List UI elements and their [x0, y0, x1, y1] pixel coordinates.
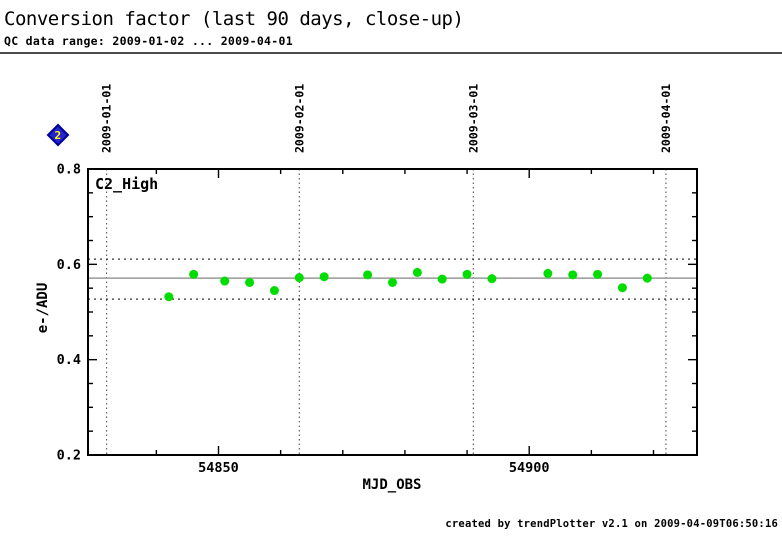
data-point: [245, 277, 255, 287]
data-point: [462, 269, 472, 279]
data-point: [388, 277, 397, 287]
y-tick-label: 0.4: [57, 352, 81, 368]
plot-frame: [87, 168, 698, 456]
header-divider: [0, 52, 782, 54]
data-point: [164, 292, 174, 302]
data-point: [294, 273, 304, 283]
credit-line: created by trendPlotter v2.1 on 2009-04-…: [445, 518, 778, 530]
y-tick-label: 0.8: [57, 162, 81, 178]
data-point: [189, 269, 199, 279]
y-axis-title: e-/ADU: [35, 283, 51, 334]
y-tick-label: 0.6: [57, 257, 81, 273]
data-point: [269, 286, 279, 296]
month-label: 2009-03-01: [466, 84, 480, 153]
data-point: [363, 270, 373, 280]
chart-dynamic-layer: 2009-01-01 2009-02-01 2009-03-01 2009-04-01…: [57, 84, 697, 476]
data-point: [568, 270, 578, 280]
data-point: [543, 268, 553, 278]
data-point: [593, 269, 603, 279]
data-point: [642, 273, 652, 283]
month-label: 2009-02-01: [292, 84, 306, 153]
data-point: [319, 272, 329, 282]
data-point: [617, 283, 627, 293]
qc-data-range: QC data range: 2009-01-02 ... 2009-04-01: [4, 34, 293, 48]
month-label: 2009-04-01: [659, 84, 673, 153]
data-point: [412, 267, 422, 277]
data-point: [220, 276, 230, 286]
data-point: [487, 274, 497, 284]
page-title: Conversion factor (last 90 days, close-u…: [4, 8, 464, 30]
x-tick-label: 54850: [198, 460, 239, 476]
data-point: [437, 274, 447, 284]
x-axis-title: MJD_OBS: [362, 477, 421, 493]
y-tick-label: 0.2: [57, 448, 81, 464]
x-tick-label: 54900: [509, 460, 550, 476]
series-label: C2_High: [95, 175, 158, 193]
month-label: 2009-01-01: [100, 84, 114, 153]
